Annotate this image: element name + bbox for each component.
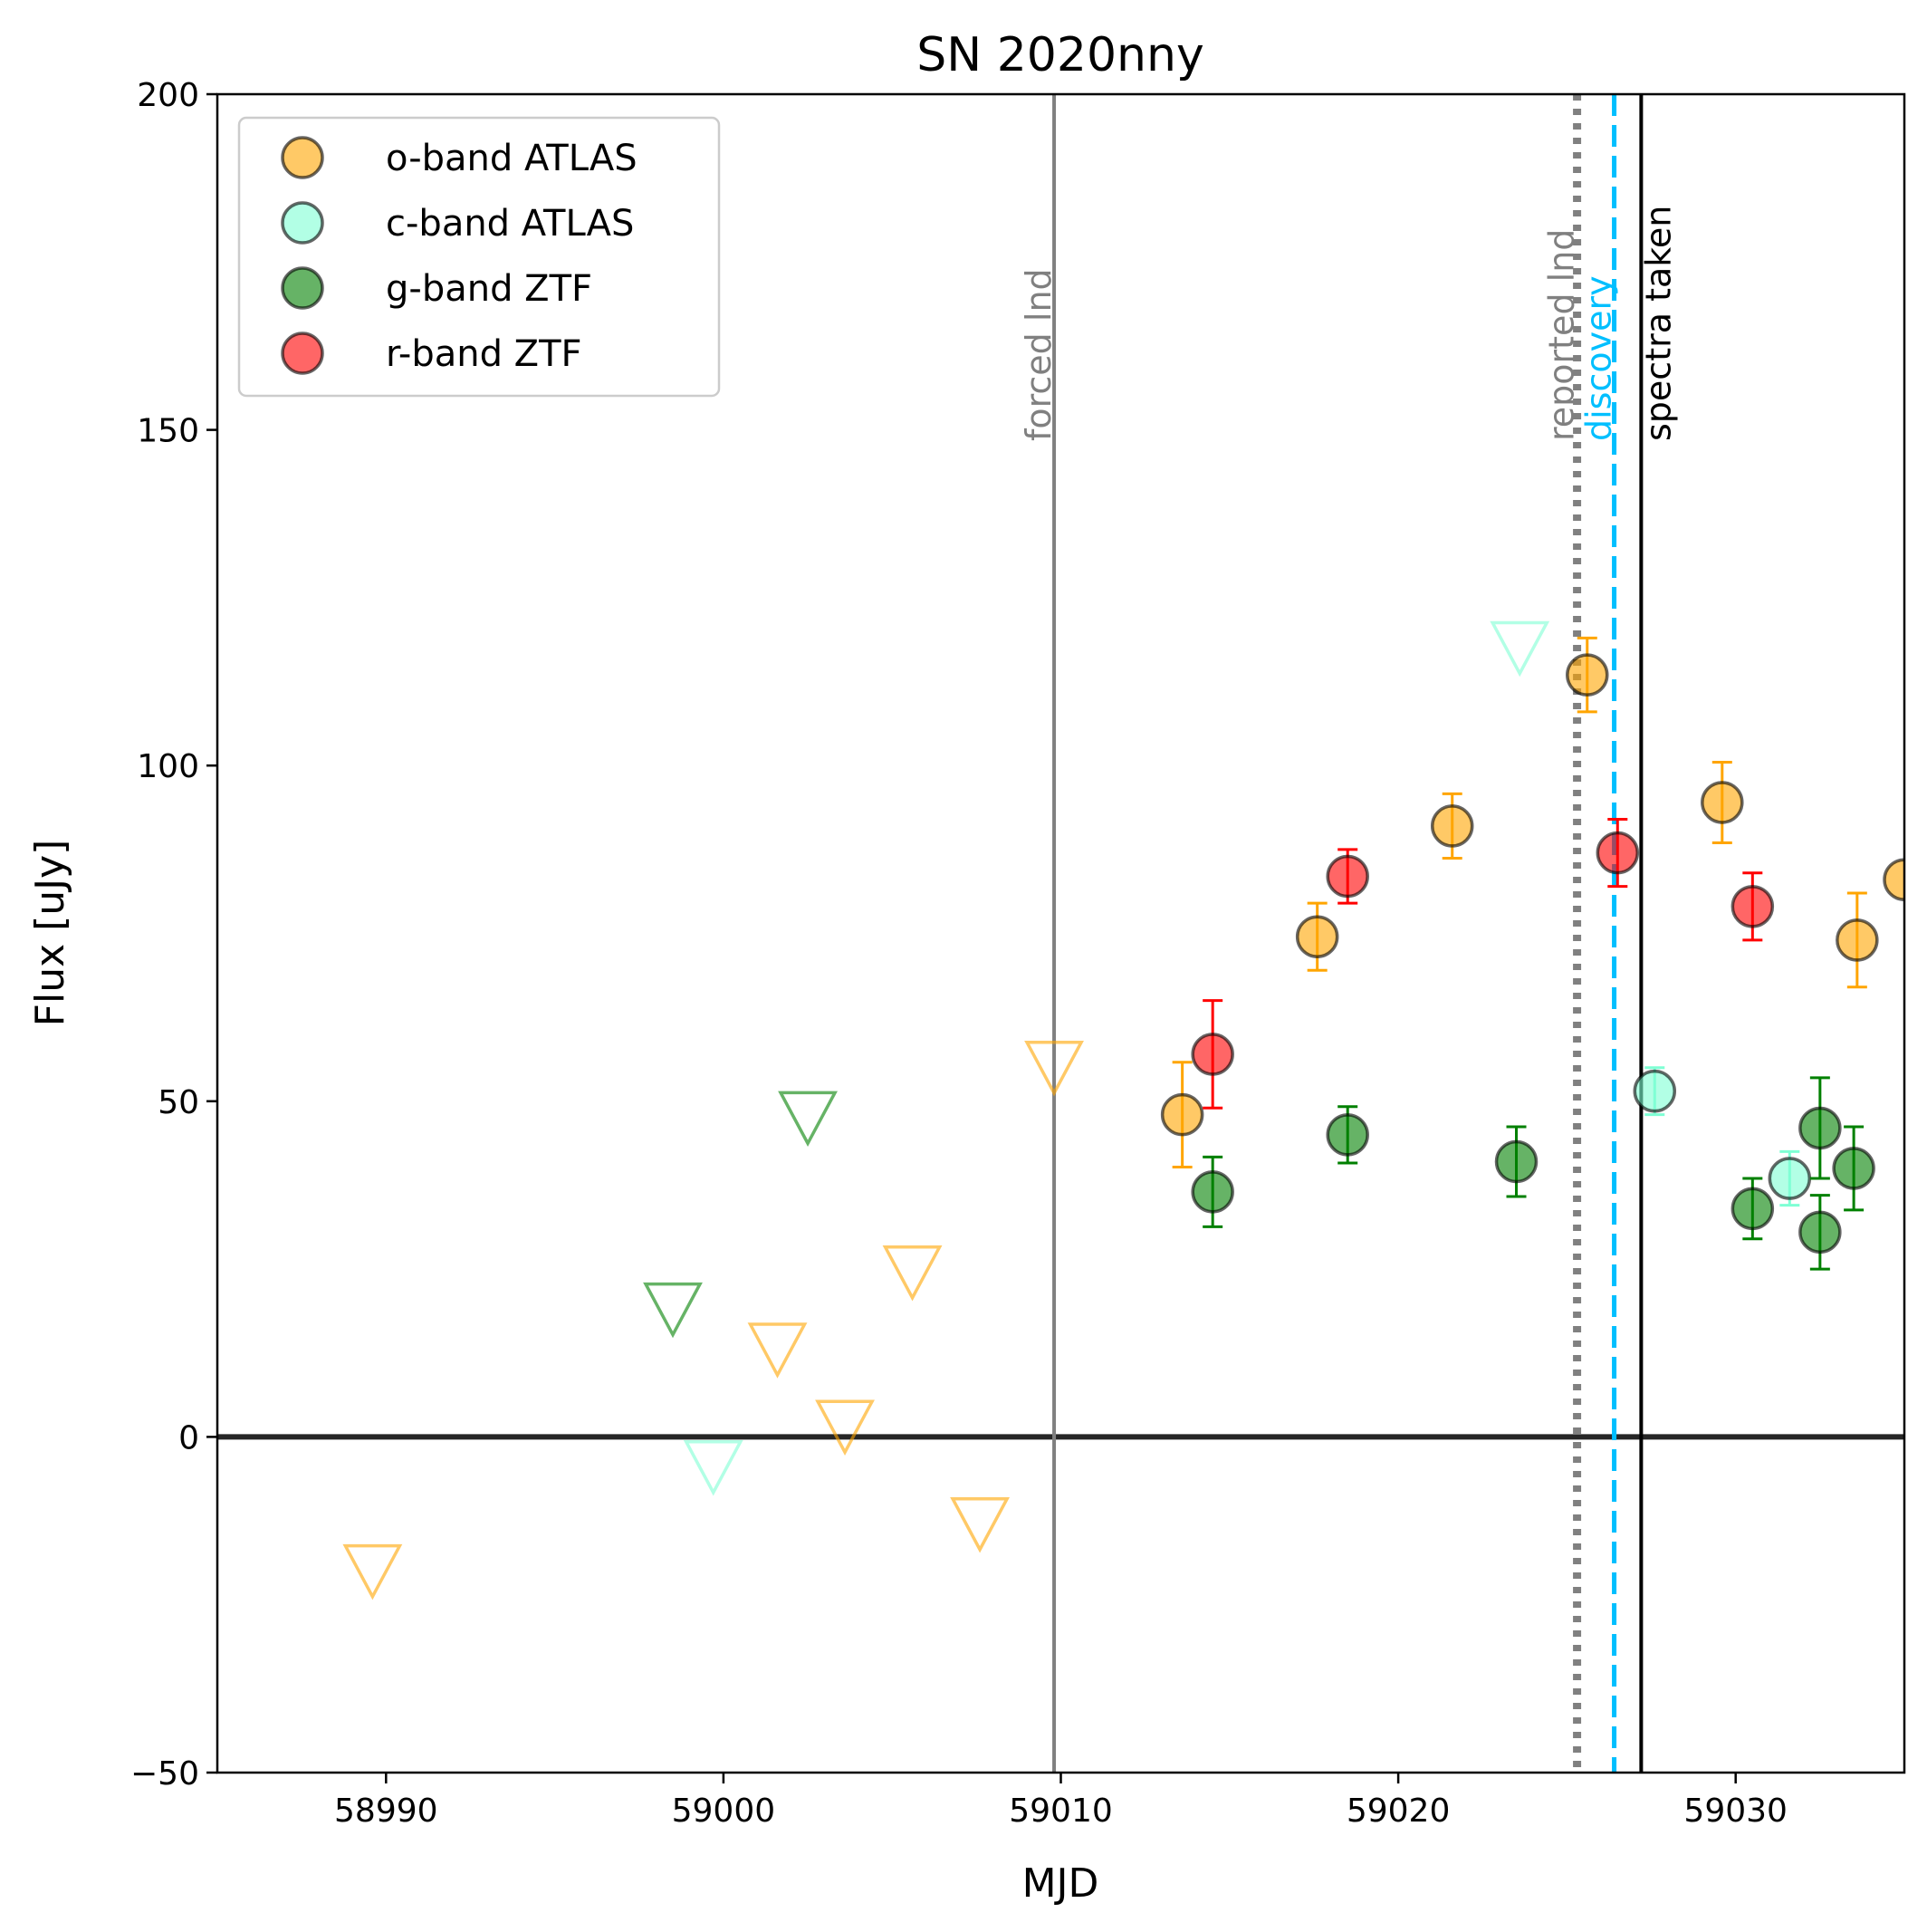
data-point-2-2: [1494, 1139, 1539, 1184]
x-axis-title: MJD: [1022, 1860, 1099, 1907]
data-point-2-1: [1326, 1113, 1369, 1157]
x-tick-label-2: 59010: [1009, 1793, 1113, 1830]
y-axis-title: Flux [uJy]: [27, 840, 73, 1027]
vline-label-3: spectra taken: [1638, 206, 1678, 441]
x-tick-label-1: 59000: [672, 1793, 776, 1830]
data-point-0-6: [1883, 858, 1904, 901]
upper-limit-0-0: [342, 1543, 403, 1600]
upper-limit-1-0: [683, 1440, 743, 1496]
upper-limit-2-0: [643, 1282, 703, 1339]
upper-limit-2-1: [778, 1091, 838, 1148]
legend-label-3: r-band ZTF: [386, 333, 582, 375]
y-tick-label-5: 200: [137, 77, 199, 114]
upper-limit-0-5: [1024, 1040, 1084, 1097]
plot-area: [217, 94, 1904, 1773]
chart-title: SN 2020nny: [916, 28, 1203, 82]
y-tick-label-2: 50: [158, 1084, 199, 1121]
data-point-0-0: [1160, 1092, 1204, 1137]
data-point-0-5: [1836, 918, 1879, 962]
legend-label-1: c-band ATLAS: [386, 203, 634, 245]
upper-limit-1-1: [1490, 620, 1550, 678]
data-point-1-1: [1768, 1157, 1812, 1200]
data-point-2-6: [1832, 1147, 1875, 1190]
data-point-3-3: [1730, 885, 1775, 928]
y-tick-label-3: 100: [137, 748, 199, 785]
data-point-2-4: [1798, 1106, 1842, 1150]
data-point-0-4: [1701, 781, 1744, 824]
upper-limit-0-3: [882, 1245, 943, 1302]
data-point-1-0: [1633, 1069, 1677, 1113]
y-tick-label-0: −50: [130, 1755, 199, 1793]
y-tick-label-1: 0: [178, 1419, 199, 1456]
upper-limit-0-1: [747, 1322, 808, 1379]
legend-marker-3: [281, 332, 324, 375]
data-point-3-1: [1326, 854, 1369, 899]
x-tick-label-3: 59020: [1347, 1793, 1451, 1830]
data-point-2-0: [1191, 1170, 1234, 1214]
legend-marker-1: [281, 201, 324, 245]
legend: o-band ATLAS c-band ATLAS g-band ZTF r-band…: [237, 116, 721, 398]
data-point-0-3: [1566, 653, 1609, 697]
y-tick-label-4: 150: [137, 413, 199, 450]
legend-frame: [237, 116, 721, 398]
legend-label-2: g-band ZTF: [386, 268, 592, 310]
vline-label-2: discovery: [1579, 275, 1619, 441]
data-point-2-3: [1730, 1187, 1775, 1231]
vline-label-1: reported lnd: [1542, 229, 1582, 441]
data-point-2-5: [1798, 1210, 1842, 1254]
vline-label-0: forced lnd: [1019, 268, 1059, 441]
x-tick-label-4: 59030: [1683, 1793, 1788, 1830]
data-point-3-0: [1191, 1033, 1234, 1076]
data-point-0-2: [1430, 804, 1474, 848]
upper-limit-0-2: [815, 1399, 875, 1456]
data-point-3-2: [1596, 831, 1640, 875]
legend-marker-0: [281, 136, 324, 179]
legend-label-0: o-band ATLAS: [386, 138, 638, 179]
legend-marker-2: [281, 266, 324, 310]
x-tick-label-0: 58990: [334, 1793, 438, 1830]
upper-limit-0-4: [950, 1497, 1010, 1553]
data-point-0-1: [1295, 915, 1339, 958]
